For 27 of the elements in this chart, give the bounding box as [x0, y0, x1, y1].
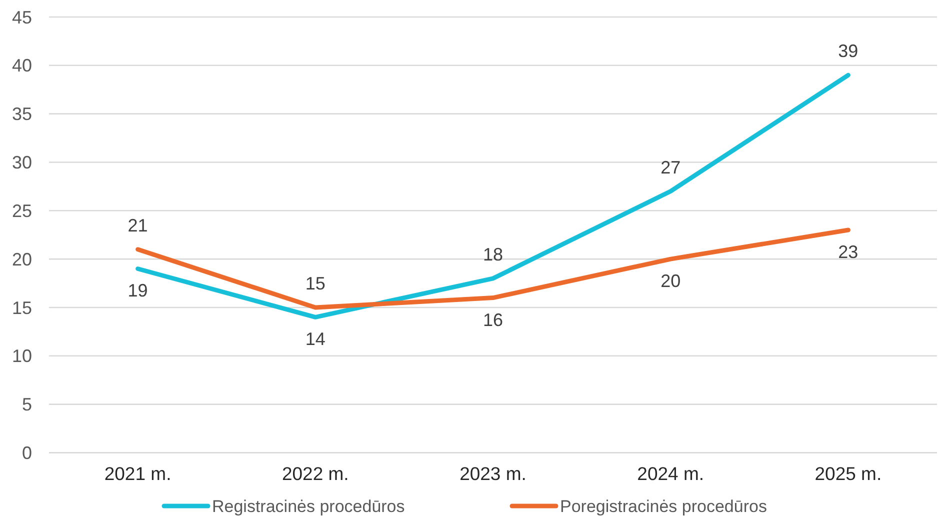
y-tick-label: 30	[12, 152, 32, 173]
data-label: 19	[128, 280, 148, 301]
y-tick-label: 25	[12, 200, 32, 221]
data-label: 27	[660, 157, 681, 178]
x-tick-label: 2024 m.	[637, 463, 704, 484]
legend-label: Poregistracinės procedūros	[560, 496, 767, 516]
y-tick-label: 20	[12, 249, 32, 270]
data-label: 21	[128, 215, 148, 236]
data-label: 23	[838, 242, 858, 262]
y-tick-label: 0	[22, 443, 32, 463]
y-tick-label: 15	[12, 298, 32, 318]
y-tick-label: 35	[12, 104, 32, 124]
data-label: 14	[305, 329, 326, 350]
data-label: 39	[838, 41, 858, 62]
x-tick-label: 2023 m.	[460, 463, 526, 484]
data-label: 15	[305, 273, 326, 294]
y-tick-label: 5	[22, 394, 32, 415]
legend-label: Registracinės procedūros	[212, 496, 405, 516]
data-label: 16	[482, 310, 504, 330]
x-tick-label: 2025 m.	[814, 463, 882, 484]
y-tick-label: 40	[12, 56, 32, 76]
data-label: 20	[660, 271, 681, 292]
x-tick-label: 2021 m.	[104, 463, 172, 484]
x-tick-label: 2022 m.	[282, 463, 349, 484]
y-tick-label: 45	[12, 7, 32, 28]
data-label: 18	[482, 244, 504, 264]
y-tick-label: 10	[12, 346, 32, 366]
